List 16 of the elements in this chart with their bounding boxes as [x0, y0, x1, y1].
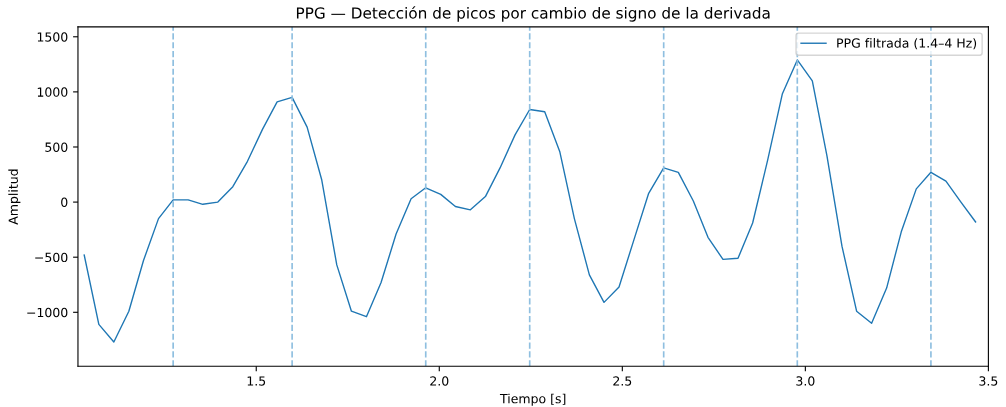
y-tick-label: −1000 — [27, 307, 68, 318]
y-tick-label: 1000 — [37, 87, 68, 97]
chart-title: PPG — Detección de picos por cambio de signo de la derivada — [296, 6, 770, 22]
x-tick-label: 3.5 — [979, 376, 998, 386]
y-tick-label: 0 — [61, 197, 68, 208]
x-axis-title: Tiempo [s] — [499, 393, 566, 406]
y-tick-label: 500 — [45, 142, 68, 152]
x-tick-label: 2.0 — [430, 376, 449, 386]
line-series — [83, 59, 977, 343]
x-tick-label: 1.5 — [247, 376, 266, 386]
legend-label: PPG filtrada (1.4–4 Hz) — [837, 38, 977, 50]
y-tick-label: 1500 — [37, 32, 68, 42]
y-tick-label: −500 — [35, 252, 68, 263]
x-tick-label: 2.5 — [613, 376, 632, 386]
x-tick-label: 3.0 — [796, 376, 815, 386]
y-axis-title: Amplitud — [8, 169, 21, 225]
